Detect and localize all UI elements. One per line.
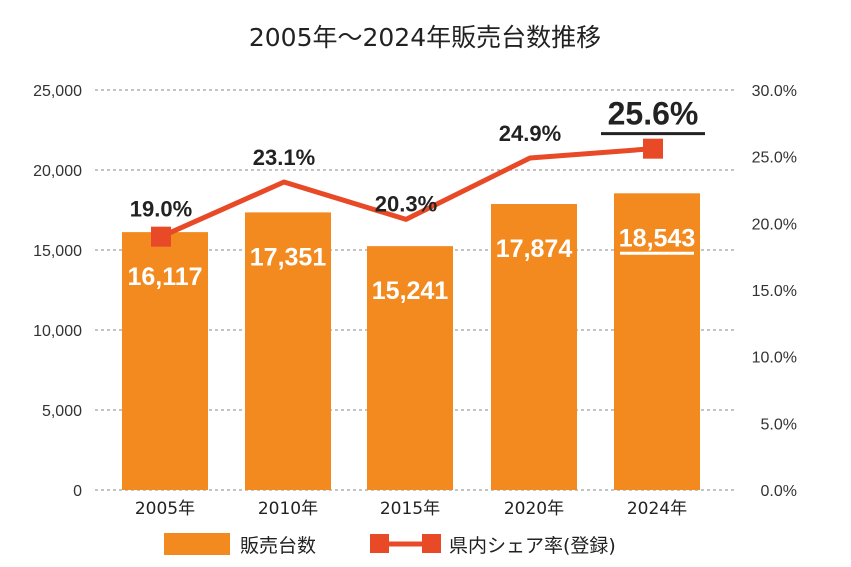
right-axis-tick-label: 5.0% [761, 416, 797, 433]
legend-line-marker [422, 534, 441, 553]
line-series [151, 138, 663, 247]
line-value-labels: 19.0% 23.1% 20.3% 24.9% 25.6% [130, 96, 705, 222]
category-label: 2015年 [380, 499, 440, 519]
category-label: 2020年 [504, 499, 564, 519]
left-axis-tick-label: 20,000 [33, 163, 82, 180]
bar [614, 193, 700, 490]
bar-series [122, 193, 700, 491]
bar [122, 232, 208, 491]
right-axis-tick-label: 30.0% [752, 83, 797, 100]
bar [245, 212, 331, 490]
left-axis-tick-label: 25,000 [33, 83, 82, 100]
legend-bar-label: 販売台数 [240, 535, 316, 557]
legend-line-marker [370, 534, 389, 553]
right-axis-tick-label: 0.0% [761, 483, 797, 500]
right-axis-tick-label: 15.0% [752, 283, 797, 300]
legend-bar-swatch [164, 533, 230, 555]
category-label: 2024年 [627, 499, 687, 519]
left-axis-tick-label: 5,000 [42, 403, 82, 420]
right-axis: 0.0% 5.0% 10.0% 15.0% 20.0% 25.0% 30.0% [752, 83, 797, 500]
bar-value-label: 18,543 [619, 224, 695, 252]
line-marker [151, 226, 171, 247]
line-value-label: 23.1% [253, 145, 315, 170]
legend-line-label: 県内シェア率(登録) [449, 535, 616, 557]
legend: 販売台数 県内シェア率(登録) [164, 533, 616, 557]
bar-value-label: 17,874 [496, 235, 573, 263]
line-value-label: 25.6% [608, 96, 699, 132]
category-label: 2005年 [135, 499, 195, 519]
bar [367, 246, 453, 490]
right-axis-tick-label: 20.0% [752, 216, 797, 233]
left-axis: 0 5,000 10,000 15,000 20,000 25,000 [33, 83, 82, 500]
left-axis-tick-label: 0 [73, 483, 82, 500]
category-axis: 2005年 2010年 2015年 2020年 2024年 [135, 499, 687, 519]
left-axis-tick-label: 15,000 [33, 243, 82, 260]
line-value-label: 20.3% [375, 191, 437, 216]
bar-value-label: 16,117 [127, 263, 202, 291]
line-marker [643, 138, 663, 159]
bar-value-labels: 16,117 17,351 15,241 17,874 18,543 [127, 224, 695, 305]
right-axis-tick-label: 25.0% [752, 150, 797, 167]
chart-title: 2005年〜2024年販売台数推移 [249, 23, 601, 52]
right-axis-tick-label: 10.0% [752, 350, 797, 367]
line-value-label: 19.0% [130, 197, 192, 222]
category-label: 2010年 [258, 499, 318, 519]
bar-value-label: 17,351 [250, 243, 327, 271]
left-axis-tick-label: 10,000 [33, 323, 82, 340]
bar-value-label: 15,241 [372, 277, 449, 305]
bar [491, 204, 577, 491]
share-line [159, 146, 654, 239]
line-value-label: 24.9% [499, 121, 561, 146]
